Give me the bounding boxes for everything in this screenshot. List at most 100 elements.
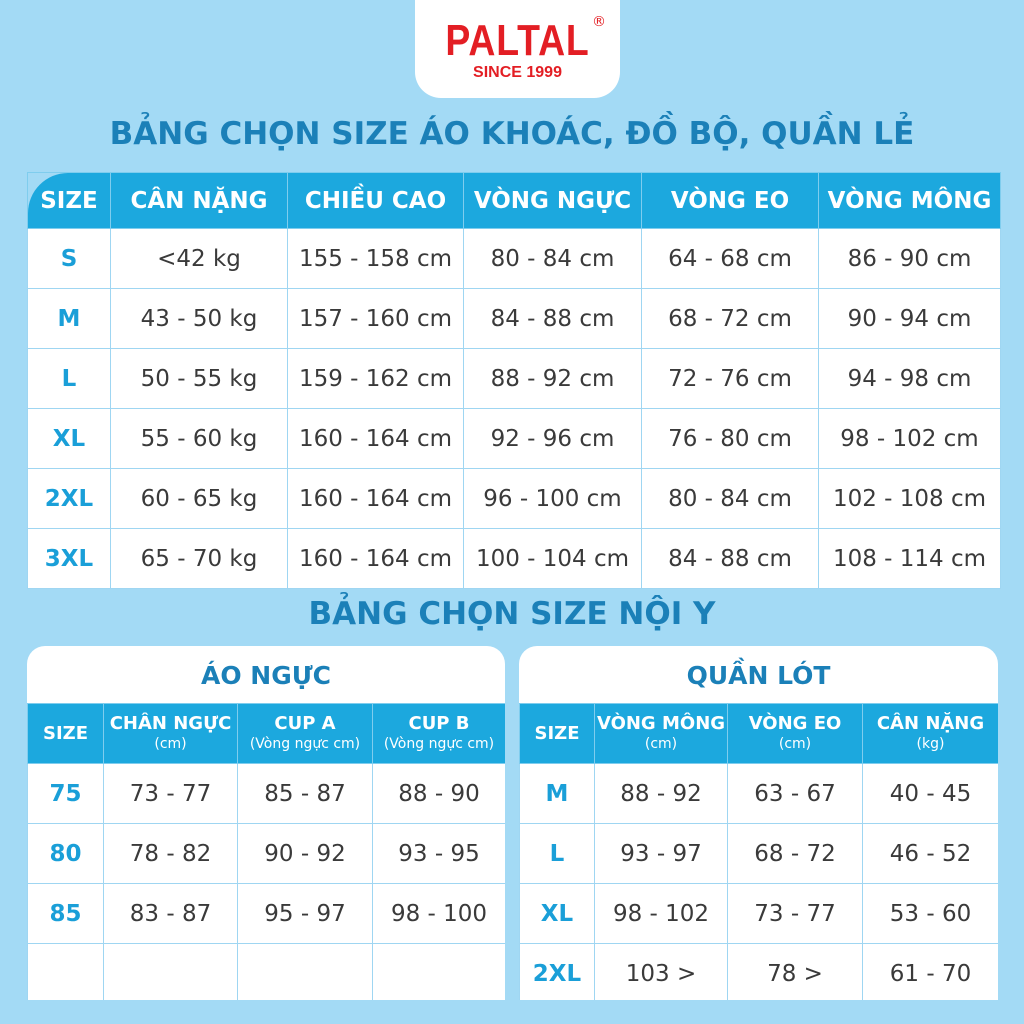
- value-cell: 108 - 114 cm: [818, 528, 1001, 589]
- column-header: VÒNG NGỰC: [463, 172, 642, 229]
- panty-size-table: SIZE VÒNG MÔNG (cm) VÒNG EO (cm) CÂN NẶNG (kg)…: [519, 703, 998, 1000]
- header-unit: (cm): [154, 735, 187, 752]
- value-cell: 55 - 60 kg: [110, 408, 288, 469]
- bra-table-title: ÁO NGỰC: [201, 661, 331, 690]
- table-row: 3XL 65 - 70 kg 160 - 164 cm 100 - 104 cm 84 …: [27, 528, 1001, 589]
- column-header: SIZE: [519, 703, 595, 764]
- table-row: 80 78 - 82 90 - 92 93 - 95: [27, 823, 505, 884]
- size-cell: XL: [519, 883, 595, 944]
- size-cell: XL: [27, 408, 111, 469]
- logo-brand: PALTAL: [445, 16, 590, 65]
- header-unit: (Vòng ngực cm): [249, 735, 361, 752]
- size-cell: 3XL: [27, 528, 111, 589]
- table-row: XL 55 - 60 kg 160 - 164 cm 92 - 96 cm 76 - 8…: [27, 408, 1001, 469]
- column-header: CHIỀU CAO: [287, 172, 464, 229]
- value-cell: 98 - 100: [372, 883, 505, 944]
- value-cell: 155 - 158 cm: [287, 228, 464, 289]
- header-label: VÒNG MÔNG: [596, 712, 726, 734]
- table-row: XL 98 - 102 73 - 77 53 - 60: [519, 883, 998, 944]
- table-row: L 50 - 55 kg 159 - 162 cm 88 - 92 cm 72 - 76…: [27, 348, 1001, 409]
- column-header: VÒNG MÔNG: [818, 172, 1001, 229]
- size-cell: L: [519, 823, 595, 884]
- value-cell: 43 - 50 kg: [110, 288, 288, 349]
- header-label: SIZE: [534, 722, 580, 744]
- size-cell: M: [519, 763, 595, 824]
- paltal-logo: PALTAL ® SINCE 1999: [415, 0, 620, 98]
- value-cell: 84 - 88 cm: [463, 288, 642, 349]
- size-cell: 75: [27, 763, 104, 824]
- value-cell: 94 - 98 cm: [818, 348, 1001, 409]
- column-header: VÒNG MÔNG (cm): [594, 703, 728, 764]
- value-cell: 84 - 88 cm: [641, 528, 819, 589]
- value-cell: 53 - 60: [862, 883, 998, 944]
- header-label: VÒNG EO: [748, 712, 842, 734]
- table-row: 2XL 60 - 65 kg 160 - 164 cm 96 - 100 cm 80 -…: [27, 468, 1001, 529]
- table-row: M 43 - 50 kg 157 - 160 cm 84 - 88 cm 68 - 72…: [27, 288, 1001, 349]
- value-cell: 96 - 100 cm: [463, 468, 642, 529]
- value-cell: 92 - 96 cm: [463, 408, 642, 469]
- column-header: CUP B (Vòng ngực cm): [372, 703, 505, 764]
- size-cell: [27, 943, 104, 1000]
- value-cell: 46 - 52: [862, 823, 998, 884]
- column-header: SIZE: [27, 703, 104, 764]
- value-cell: 73 - 77: [727, 883, 863, 944]
- column-header: SIZE: [27, 172, 111, 229]
- value-cell: 86 - 90 cm: [818, 228, 1001, 289]
- value-cell: 61 - 70: [862, 943, 998, 1000]
- table-row: 2XL 103 >78 >61 - 70: [519, 943, 998, 1000]
- value-cell: 98 - 102 cm: [818, 408, 1001, 469]
- value-cell: 160 - 164 cm: [287, 408, 464, 469]
- size-cell: S: [27, 228, 111, 289]
- table-row: [27, 943, 505, 1000]
- value-cell: 159 - 162 cm: [287, 348, 464, 409]
- size-cell: 85: [27, 883, 104, 944]
- table-row: 85 83 - 87 95 - 97 98 - 100: [27, 883, 505, 944]
- value-cell: <42 kg: [110, 228, 288, 289]
- size-cell: 2XL: [519, 943, 595, 1000]
- table-row: M 88 - 92 63 - 67 40 - 45: [519, 763, 998, 824]
- panty-card: QUẦN LÓT SIZE VÒNG MÔNG (cm) VÒNG EO (cm) CÂN…: [519, 646, 998, 1000]
- header-label: CUP A: [274, 712, 336, 734]
- column-header: CHÂN NGỰC (cm): [103, 703, 238, 764]
- value-cell: 68 - 72 cm: [641, 288, 819, 349]
- table-row: L 93 - 97 68 - 72 46 - 52: [519, 823, 998, 884]
- bra-size-table: SIZE CHÂN NGỰC (cm) CUP A (Vòng ngực cm) CUP …: [27, 703, 505, 1000]
- column-header: VÒNG EO: [641, 172, 819, 229]
- header-label: SIZE: [42, 722, 88, 744]
- value-cell: 68 - 72: [727, 823, 863, 884]
- value-cell: 88 - 90: [372, 763, 505, 824]
- header-unit: (cm): [644, 735, 678, 752]
- value-cell: 72 - 76 cm: [641, 348, 819, 409]
- value-cell: 78 >: [727, 943, 863, 1000]
- value-cell: 98 - 102: [594, 883, 728, 944]
- main-title: BẢNG CHỌN SIZE ÁO KHOÁC, ĐỒ BỘ, QUẦN LẺ: [109, 116, 915, 152]
- size-cell: M: [27, 288, 111, 349]
- value-cell: 90 - 92: [237, 823, 373, 884]
- value-cell: 78 - 82: [103, 823, 238, 884]
- value-cell: 64 - 68 cm: [641, 228, 819, 289]
- table-row: 75 73 - 77 85 - 87 88 - 90: [27, 763, 505, 824]
- value-cell: [372, 943, 505, 1000]
- value-cell: 93 - 97: [594, 823, 728, 884]
- value-cell: [237, 943, 373, 1000]
- value-cell: 102 - 108 cm: [818, 468, 1001, 529]
- size-cell: 2XL: [27, 468, 111, 529]
- value-cell: 73 - 77: [103, 763, 238, 824]
- value-cell: 65 - 70 kg: [110, 528, 288, 589]
- header-label: CÂN NẶNG: [876, 712, 985, 734]
- underwear-title: BẢNG CHỌN SIZE NỘI Y: [308, 596, 716, 632]
- header-label: CHÂN NGỰC: [109, 712, 232, 734]
- value-cell: 85 - 87: [237, 763, 373, 824]
- column-header: CUP A (Vòng ngực cm): [237, 703, 373, 764]
- value-cell: 83 - 87: [103, 883, 238, 944]
- value-cell: 95 - 97: [237, 883, 373, 944]
- value-cell: 76 - 80 cm: [641, 408, 819, 469]
- value-cell: 88 - 92: [594, 763, 728, 824]
- value-cell: 50 - 55 kg: [110, 348, 288, 409]
- column-header: CÂN NẶNG (kg): [862, 703, 998, 764]
- size-cell: 80: [27, 823, 104, 884]
- header-unit: (Vòng ngực cm): [383, 735, 495, 752]
- value-cell: 93 - 95: [372, 823, 505, 884]
- value-cell: 103 >: [594, 943, 728, 1000]
- value-cell: 63 - 67: [727, 763, 863, 824]
